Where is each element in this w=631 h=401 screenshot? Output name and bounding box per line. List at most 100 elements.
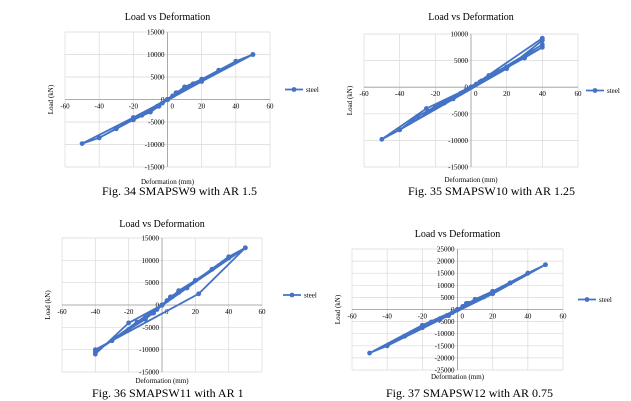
x-tick-label: 60 (575, 90, 583, 98)
data-point (507, 280, 513, 286)
data-point (415, 114, 420, 119)
y-tick-label: -15000 (448, 164, 468, 172)
data-point (113, 126, 119, 132)
y-tick-label: -5000 (148, 119, 165, 127)
x-tick-label: -40 (91, 308, 101, 316)
data-point (481, 294, 487, 300)
data-point (92, 351, 98, 357)
chart-panel: Load vs Deformation -25000 -20000 -15000 -10… (316, 200, 631, 401)
data-point (384, 343, 390, 349)
data-point (176, 290, 182, 295)
x-tick-label: 20 (198, 103, 206, 111)
data-point (402, 333, 408, 339)
series-line (381, 37, 544, 141)
data-point (216, 67, 222, 73)
y-tick-label: 0 (451, 306, 455, 314)
y-tick-label: 5000 (454, 57, 469, 65)
y-tick-label: 25000 (437, 246, 455, 254)
legend-marker (289, 292, 295, 298)
y-tick-label: -5000 (143, 324, 160, 332)
y-tick-label: -5000 (452, 110, 469, 118)
y-tick-label: -20000 (435, 354, 455, 362)
data-point (164, 298, 170, 303)
data-point (468, 84, 474, 90)
data-point (525, 270, 531, 276)
chart-title: Load vs Deformation (415, 229, 501, 240)
data-point (539, 42, 545, 48)
data-point (226, 254, 232, 260)
data-point (397, 127, 403, 133)
data-point (450, 95, 456, 101)
x-tick-label: 20 (489, 313, 497, 321)
y-tick-label: 10000 (451, 31, 469, 39)
x-tick-label: -20 (129, 103, 139, 111)
data-point (424, 106, 429, 111)
data-point (522, 55, 527, 61)
data-point (96, 135, 102, 141)
x-tick-label: 0 (474, 90, 478, 98)
data-point (159, 100, 165, 106)
data-point (367, 350, 372, 356)
x-tick-label: -40 (382, 313, 392, 321)
y-tick-label: -10000 (139, 346, 159, 354)
data-point (184, 285, 190, 291)
y-tick-label: -10000 (145, 141, 165, 149)
data-point (92, 347, 98, 353)
data-point (154, 103, 160, 109)
data-point (159, 302, 165, 308)
data-point (473, 81, 479, 87)
chart-panel: Load vs Deformation -15000 -10000 -5000 0 500… (316, 0, 631, 200)
x-tick-label: 60 (259, 308, 267, 316)
data-point (437, 316, 443, 322)
series-line (94, 247, 246, 357)
data-point (242, 245, 248, 251)
data-point (199, 79, 205, 84)
x-tick-label: 60 (560, 313, 568, 321)
y-tick-label: 15000 (437, 270, 455, 278)
data-point (109, 338, 115, 344)
data-point (175, 90, 181, 96)
data-point (539, 35, 545, 41)
data-point (472, 297, 478, 303)
data-point (460, 303, 466, 309)
y-tick-label: 0 (156, 302, 160, 310)
data-point (486, 74, 492, 79)
x-tick-label: -60 (57, 308, 67, 316)
x-tick-label: 20 (503, 90, 511, 98)
data-point (441, 100, 447, 106)
data-point (190, 81, 196, 87)
y-tick-label: 10000 (142, 257, 160, 265)
y-tick-label: -25000 (435, 367, 455, 375)
data-point (455, 307, 460, 312)
data-point (170, 93, 176, 99)
y-tick-label: -10000 (448, 137, 468, 145)
data-point (209, 266, 215, 272)
figure-caption: Fig. 35 SMAPSW10 with AR 1.25 (408, 184, 576, 198)
y-tick-label: -15000 (435, 342, 455, 350)
y-axis-label: Load (kN) (334, 294, 342, 324)
x-tick-label: -40 (395, 90, 405, 98)
legend-label: steel (304, 292, 317, 300)
y-tick-label: -15000 (139, 369, 159, 377)
y-tick-label: 10000 (437, 282, 455, 290)
chart-title: Load vs Deformation (428, 12, 514, 23)
chart-svg: Load vs Deformation -15000 -10000 -5000 0 500… (44, 219, 317, 385)
data-point (154, 307, 160, 312)
data-point (432, 105, 438, 110)
data-point (479, 78, 485, 84)
x-tick-label: 60 (267, 103, 275, 111)
x-tick-label: -60 (60, 103, 70, 111)
x-axis-label: Deformation (mm) (135, 377, 189, 385)
data-point (457, 91, 463, 96)
x-tick-label: -40 (94, 103, 104, 111)
y-axis-label: Load (kN) (44, 290, 52, 320)
data-point (495, 68, 501, 74)
chart-title: Load vs Deformation (119, 219, 205, 230)
figure-caption: Fig. 34 SMAPSW9 with AR 1.5 (102, 184, 258, 198)
x-tick-label: 0 (171, 103, 175, 111)
chart-svg: Load vs Deformation -15000 -10000 -5000 0 500… (346, 12, 620, 184)
x-tick-label: 40 (232, 103, 240, 111)
x-tick-label: 0 (165, 308, 169, 316)
x-tick-label: -60 (359, 90, 369, 98)
data-point (379, 136, 385, 142)
